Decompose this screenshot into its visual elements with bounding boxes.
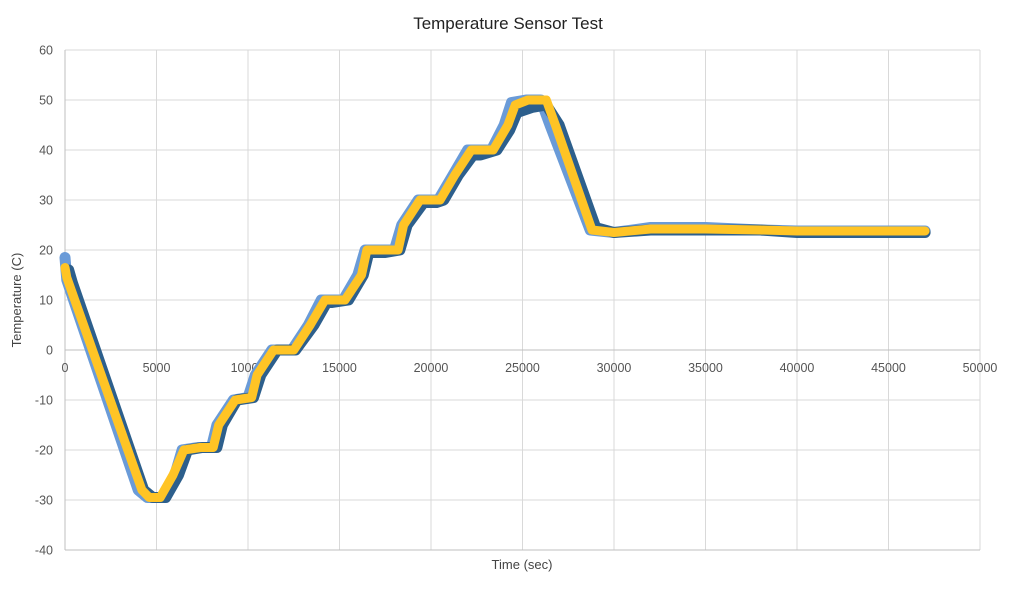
x-tick-label: 20000	[414, 361, 449, 375]
x-tick-label: 30000	[597, 361, 632, 375]
x-tick-label: 40000	[780, 361, 815, 375]
x-tick-label: 0	[62, 361, 69, 375]
data-series	[59, 94, 931, 503]
y-tick-label: 0	[46, 344, 53, 358]
y-tick-label: -40	[35, 544, 53, 558]
y-tick-label: 20	[39, 244, 53, 258]
x-tick-label: 5000	[143, 361, 171, 375]
y-tick-label: 10	[39, 294, 53, 308]
x-axis-title: Time (sec)	[492, 557, 553, 572]
y-tick-label: 30	[39, 194, 53, 208]
y-tick-label: 50	[39, 94, 53, 108]
x-tick-label: 35000	[688, 361, 723, 375]
y-tick-label: -10	[35, 394, 53, 408]
x-tick-label: 50000	[963, 361, 998, 375]
chart-title: Temperature Sensor Test	[413, 14, 603, 33]
y-tick-label: 60	[39, 44, 53, 58]
x-tick-label: 45000	[871, 361, 906, 375]
series-line-3	[60, 95, 930, 502]
y-axis-title: Temperature (C)	[9, 253, 24, 348]
axes	[64, 50, 980, 551]
x-tick-label: 25000	[505, 361, 540, 375]
y-tick-label: -30	[35, 494, 53, 508]
x-tick-label: 15000	[322, 361, 357, 375]
gridlines	[64, 49, 981, 551]
y-tick-label: -20	[35, 444, 53, 458]
y-tick-label: 40	[39, 144, 53, 158]
series-line-1	[59, 94, 931, 503]
